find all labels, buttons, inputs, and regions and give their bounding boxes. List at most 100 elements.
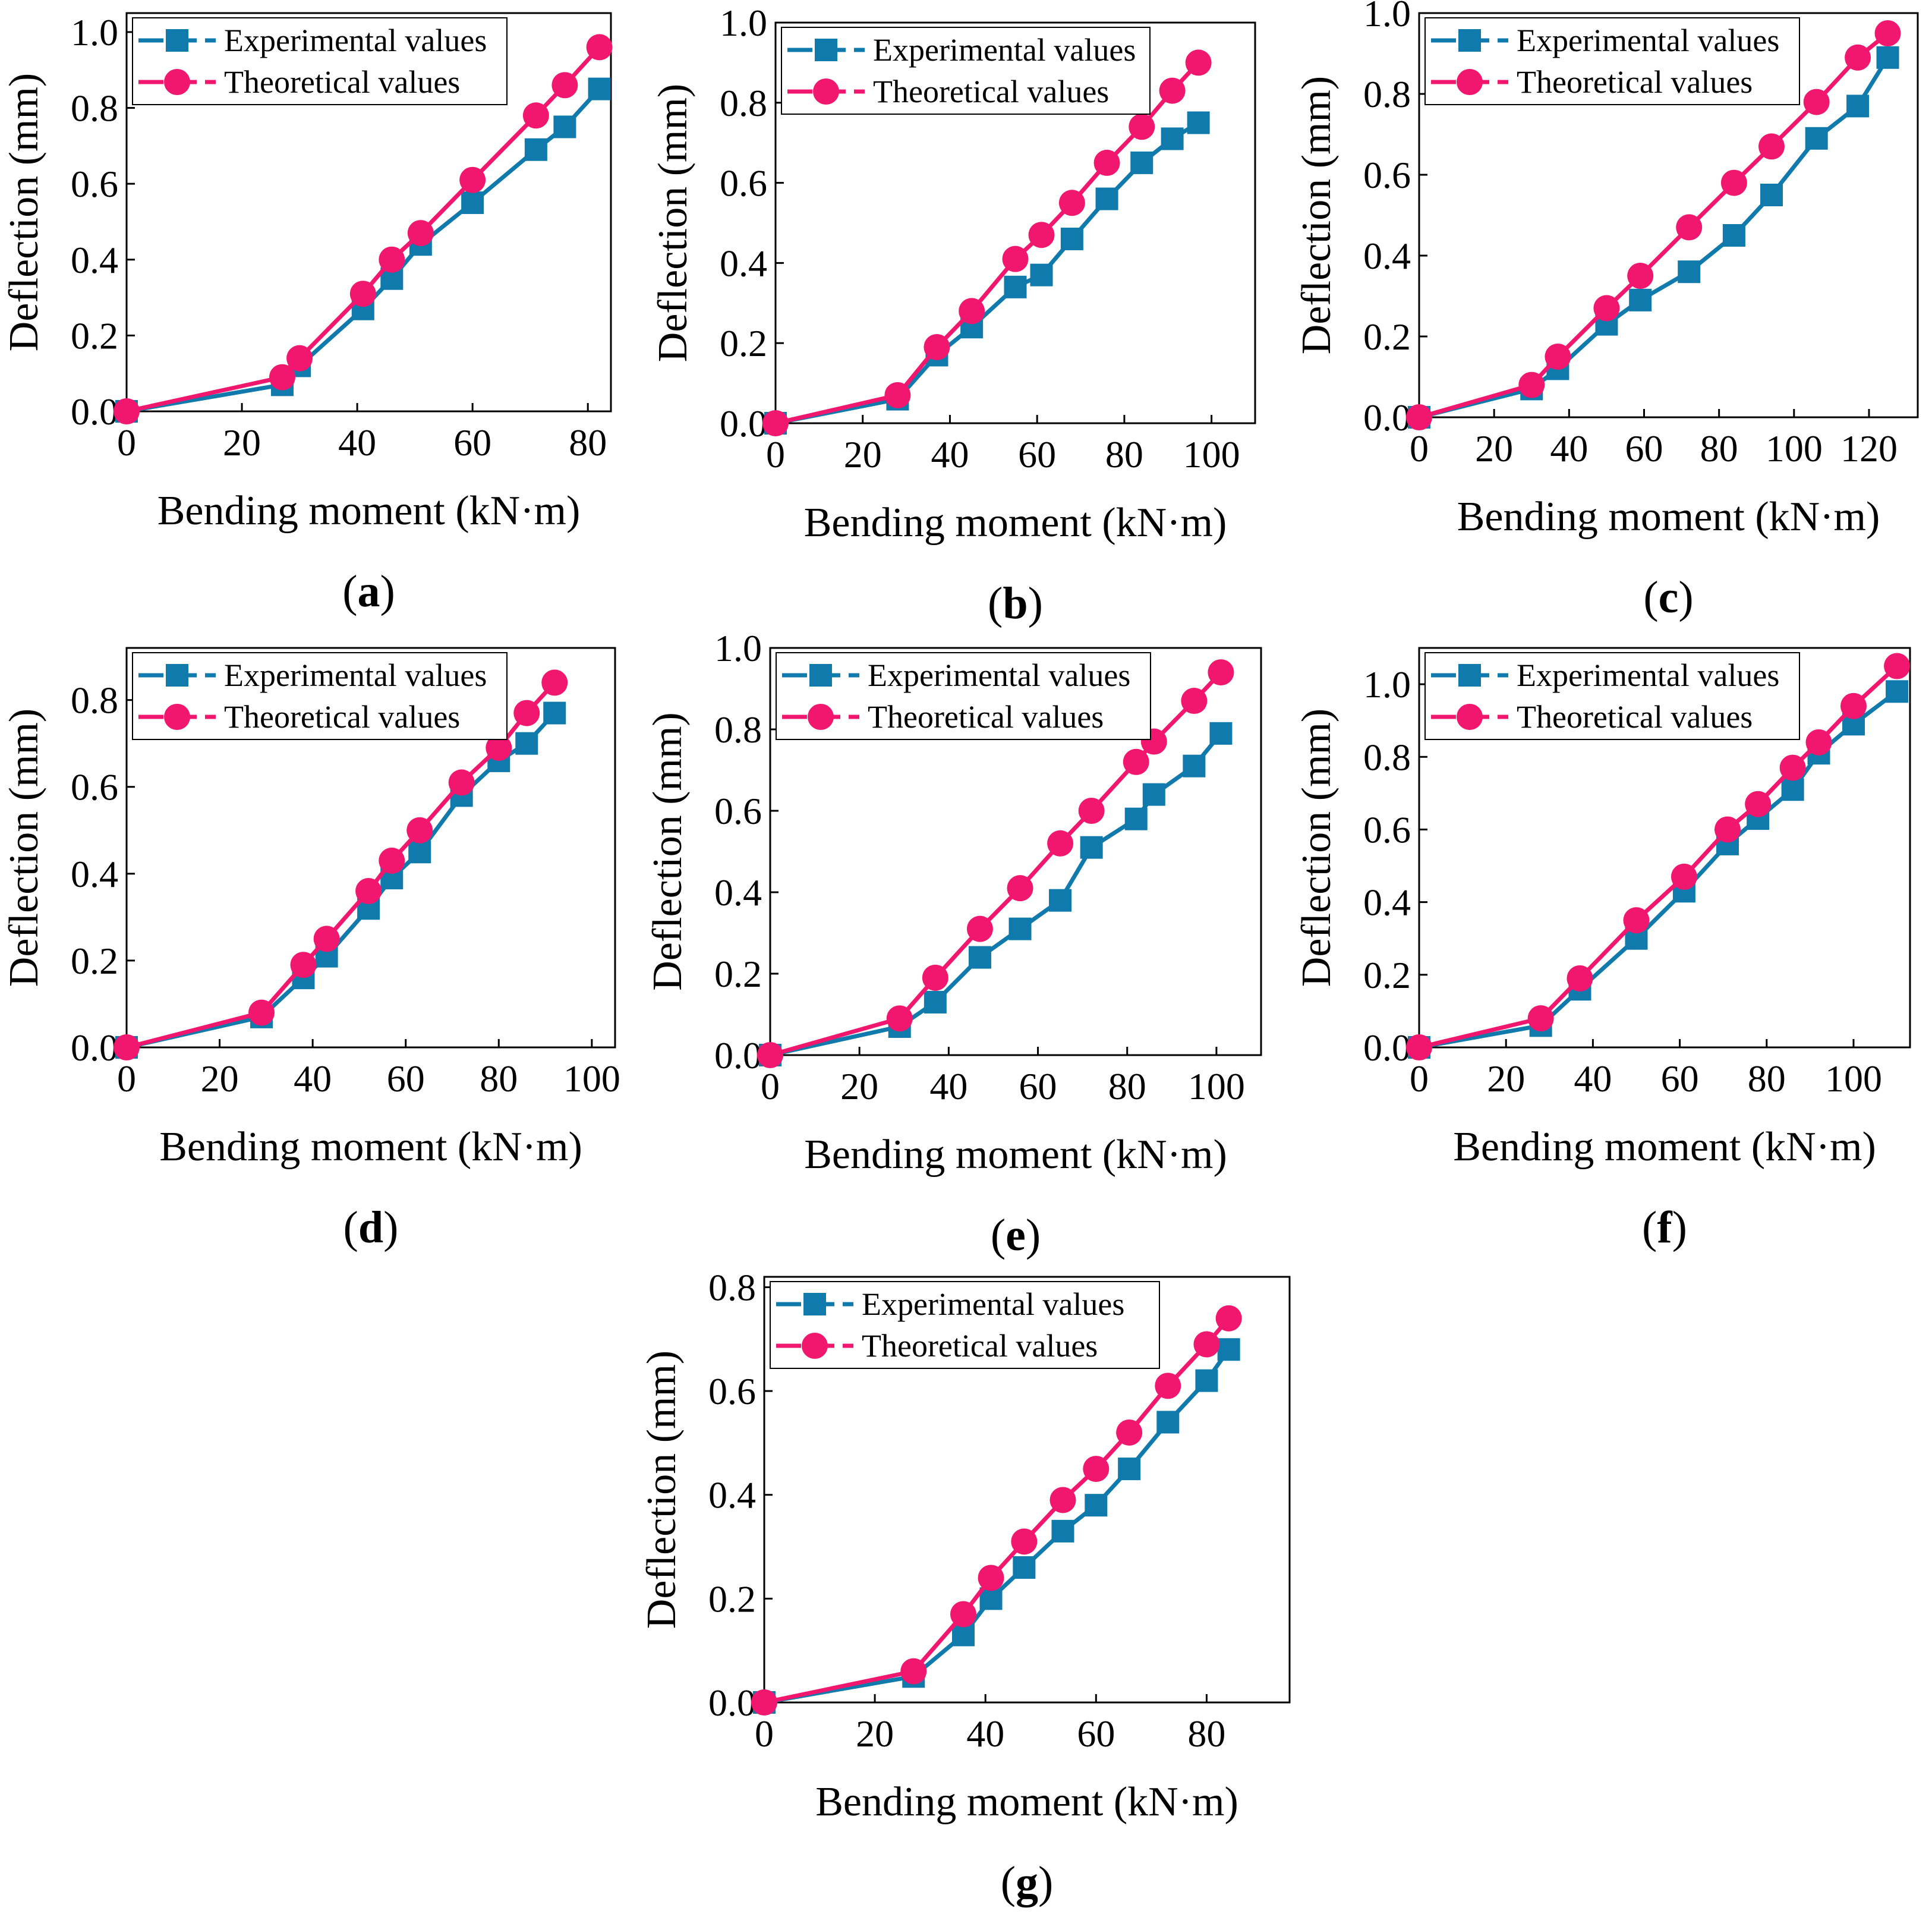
y-tick-label: 0.6 (1363, 154, 1411, 196)
y-axis-label: Deflection (mm) (650, 84, 696, 362)
panel-label: (g) (1001, 1858, 1054, 1908)
series-theoretical (114, 34, 613, 424)
panel-label: (e) (991, 1210, 1041, 1260)
data-point-circle (751, 1689, 777, 1716)
data-point-square (408, 841, 431, 864)
y-axis-label: Deflection (mm) (645, 712, 691, 990)
legend-entry-label: Experimental values (224, 657, 487, 693)
data-point-circle (1406, 1034, 1432, 1060)
y-tick-label: 0.0 (708, 1682, 756, 1724)
legend-circle-marker (813, 78, 839, 105)
data-point-square (1156, 1411, 1180, 1434)
series-experimental (759, 722, 1233, 1066)
x-tick-label: 40 (931, 433, 969, 476)
data-point-circle (1671, 863, 1697, 890)
data-point-circle (1185, 49, 1212, 76)
data-point-square (1805, 127, 1828, 150)
y-tick-label: 0.0 (71, 1027, 118, 1069)
x-tick-label: 80 (1187, 1713, 1225, 1755)
y-tick-label: 0.6 (714, 790, 762, 832)
data-point-square (1161, 127, 1184, 150)
series-experimental (115, 77, 611, 423)
data-point-square (1183, 754, 1206, 778)
data-point-square (1876, 46, 1899, 69)
x-tick-label: 80 (1748, 1057, 1786, 1100)
y-tick-label: 1.0 (714, 627, 762, 669)
data-point-square (1217, 1338, 1240, 1361)
data-point-circle (1058, 190, 1085, 216)
data-point-circle (355, 878, 382, 905)
series-theoretical (114, 669, 568, 1060)
plot-frame (125, 647, 616, 1049)
data-point-circle (1758, 133, 1785, 160)
x-tick-label: 40 (338, 421, 376, 464)
data-point-circle (1181, 688, 1208, 715)
data-point-circle (1193, 1331, 1220, 1358)
y-tick-label: 0.0 (1363, 396, 1411, 439)
data-point-circle (1123, 748, 1149, 775)
data-point-square (1678, 260, 1701, 284)
legend-entry-label: Theoretical values (862, 1328, 1098, 1364)
x-axis-label: Bending moment (kN·m) (1457, 494, 1880, 540)
data-point-square (1886, 680, 1909, 703)
data-point-circle (1116, 1419, 1143, 1446)
legend-box (1424, 652, 1800, 740)
x-tick-label: 80 (480, 1057, 518, 1100)
data-point-circle (379, 847, 405, 874)
data-point-square (1095, 187, 1118, 210)
data-point-square (1846, 95, 1870, 118)
series-theoretical (762, 49, 1212, 436)
x-tick-label: 40 (294, 1057, 332, 1100)
y-tick-label: 0.2 (720, 322, 767, 364)
x-tick-label: 20 (844, 433, 882, 476)
data-point-circle (762, 410, 789, 436)
data-point-circle (1527, 1005, 1554, 1032)
x-tick-label: 0 (117, 1057, 136, 1100)
x-tick-label: 40 (929, 1065, 967, 1107)
x-tick-label: 80 (1700, 427, 1738, 470)
x-axis-label: Bending moment (kN·m) (804, 500, 1227, 546)
data-point-circle (1676, 214, 1703, 241)
y-tick-label: 0.6 (71, 766, 118, 808)
y-tick-label: 0.6 (708, 1370, 756, 1412)
legend-box (132, 652, 508, 740)
x-tick-label: 80 (569, 421, 607, 464)
y-tick-label: 0.4 (714, 871, 762, 914)
legend-circle-marker (164, 704, 190, 730)
legend-circle-marker (802, 1333, 828, 1359)
data-point-circle (406, 817, 433, 843)
y-tick-label: 0.6 (1363, 808, 1411, 851)
legend-box (776, 652, 1151, 740)
plot-frame (1418, 12, 1919, 418)
x-tick-label: 0 (755, 1713, 774, 1755)
data-point-circle (1627, 263, 1654, 289)
data-point-square (1124, 807, 1148, 830)
plot-frame (125, 12, 612, 413)
series-theoretical (1406, 653, 1911, 1060)
legend-entry-label: Theoretical values (868, 699, 1104, 735)
data-point-circle (114, 398, 140, 424)
legend: Experimental values Theoretical values (132, 17, 508, 105)
x-tick-label: 20 (856, 1713, 894, 1755)
data-point-circle (1078, 798, 1105, 824)
chart-panel-e: 0 20 40 60 80 100 0.0 0.2 0.4 0.6 0.8 1.0 Bending mo… (645, 627, 1262, 1260)
y-tick-label: 0.2 (1363, 954, 1411, 996)
data-point-circle (586, 34, 613, 61)
chart-panel-a: 0 20 40 60 80 0.0 0.2 0.4 0.6 0.8 1.0 Bending momen… (1, 11, 613, 616)
chart-panel-b: 0 20 40 60 80 100 0.0 0.2 0.4 0.6 0.8 1.0 Bending mo… (650, 2, 1256, 628)
legend-entry-label: Experimental values (224, 23, 487, 58)
data-point-circle (1805, 729, 1832, 756)
y-tick-label: 0.8 (714, 709, 762, 751)
y-tick-label: 0.2 (71, 314, 118, 357)
data-point-circle (1215, 1305, 1242, 1332)
x-tick-label: 60 (1661, 1057, 1699, 1100)
y-tick-label: 0.8 (1363, 73, 1411, 115)
data-point-circle (1779, 754, 1806, 781)
data-point-circle (248, 999, 275, 1026)
data-point-circle (522, 102, 549, 129)
data-point-circle (1155, 1373, 1181, 1399)
data-point-circle (1623, 907, 1650, 934)
x-tick-label: 20 (840, 1065, 878, 1107)
data-point-square (1080, 836, 1103, 859)
data-point-square (968, 946, 991, 969)
